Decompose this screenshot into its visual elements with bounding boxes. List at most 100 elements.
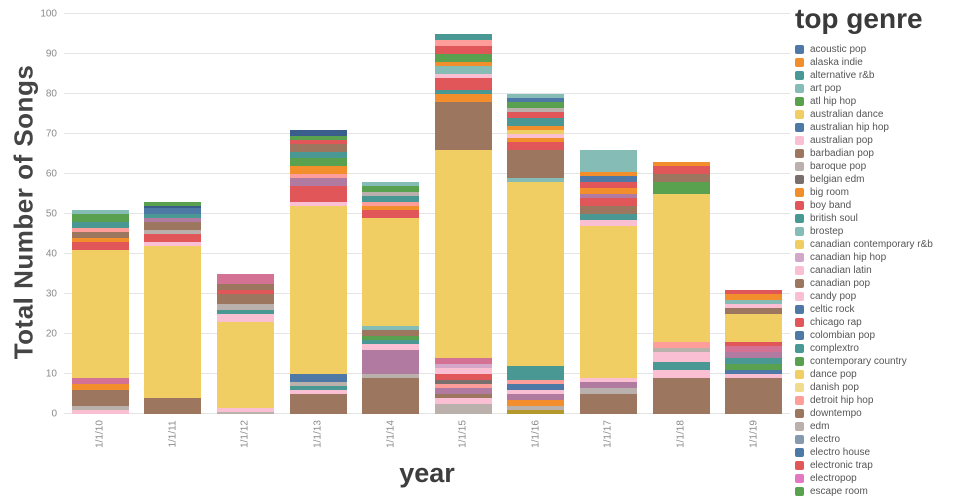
bar-segment [434, 364, 492, 368]
bar-segment [289, 140, 347, 144]
x-tick-label: 1/1/10 [94, 420, 106, 448]
bar [652, 162, 710, 414]
legend-swatch-icon [795, 343, 804, 353]
legend-item: belgian edm [795, 173, 960, 186]
legend-label: acoustic pop [810, 43, 867, 55]
bar-segment [579, 182, 637, 188]
chart-area: Total Number of Songs 0 10 20 30 40 50 60 70 80 9… [9, 9, 790, 488]
bar-segment [362, 196, 420, 202]
bar-segment [144, 202, 202, 206]
bar-segment [434, 388, 492, 394]
plot-area: 0 10 20 30 40 50 60 70 80 90 100 [40, 9, 790, 420]
bar-segment [507, 102, 565, 108]
bar-segment [71, 238, 129, 242]
bar-segment [652, 370, 710, 378]
bar-segment [652, 182, 710, 194]
gridline [64, 373, 790, 374]
bar-segment [216, 294, 274, 304]
bar [579, 150, 637, 414]
bar-segment [362, 202, 420, 206]
legend-label: electropop [810, 472, 857, 484]
bar-segment [144, 218, 202, 222]
bar-segment [216, 322, 274, 408]
legend-label: complextro [810, 342, 859, 354]
legend-item: detroit hip hop [795, 394, 960, 407]
bar-segment [579, 394, 637, 414]
bar [71, 210, 129, 414]
legend-label: celtic rock [810, 303, 855, 315]
x-tick: 1/1/15 [435, 416, 492, 458]
bar-segment [289, 166, 347, 174]
legend-label: alternative r&b [810, 69, 875, 81]
legend-swatch-icon [795, 187, 804, 197]
legend-item: alaska indie [795, 56, 960, 69]
bar [289, 130, 347, 414]
bar-segment [289, 158, 347, 166]
bar-segment [725, 314, 783, 342]
x-tick-label: 1/1/18 [675, 420, 687, 448]
x-tick: 1/1/11 [144, 416, 201, 458]
legend-label: australian hip hop [810, 121, 889, 133]
bar-segment [144, 208, 202, 214]
legend-label: downtempo [810, 407, 862, 419]
legend-swatch-icon [795, 395, 804, 405]
legend-swatch-icon [795, 148, 804, 158]
legend-swatch-icon [795, 239, 804, 249]
y-tick-label: 60 [45, 168, 57, 180]
bar-segment [507, 380, 565, 384]
legend-label: brostep [810, 225, 844, 237]
legend-item: atl hip hop [795, 95, 960, 108]
bar-segment [507, 94, 565, 98]
bar-segment [652, 348, 710, 352]
legend-label: escape room [810, 485, 868, 497]
legend-label: electro house [810, 446, 871, 458]
legend-item: australian pop [795, 134, 960, 147]
legend-label: barbadian pop [810, 147, 874, 159]
legend-item: dance pop [795, 368, 960, 381]
legend-label: art pop [810, 82, 842, 94]
bar-segment [725, 308, 783, 314]
legend-swatch-icon [795, 278, 804, 288]
bar-segment [362, 326, 420, 330]
legend-item: colombian pop [795, 329, 960, 342]
bar-segment [216, 274, 274, 284]
bar-segment [652, 352, 710, 362]
bar-segment [434, 34, 492, 40]
bar [144, 202, 202, 414]
legend-items: acoustic pop alaska indie alternative r&b a… [795, 43, 960, 498]
legend-swatch-icon [795, 200, 804, 210]
legend-label: canadian hip hop [810, 251, 887, 263]
bar-segment [362, 186, 420, 192]
x-tick: 1/1/17 [580, 416, 637, 458]
legend-item: complextro [795, 342, 960, 355]
bar-segment [579, 194, 637, 198]
bar-segment [507, 410, 565, 414]
legend-item: australian hip hop [795, 121, 960, 134]
legend-label: colombian pop [810, 329, 876, 341]
bar-segment [507, 126, 565, 130]
y-tick-label: 40 [45, 248, 57, 260]
legend-swatch-icon [795, 330, 804, 340]
legend-label: canadian contemporary r&b [810, 238, 933, 250]
x-tick-label: 1/1/15 [457, 420, 469, 448]
bar-segment [216, 408, 274, 412]
bar-segment [579, 220, 637, 226]
legend-swatch-icon [795, 291, 804, 301]
bar-segment [434, 74, 492, 78]
bar-segment [434, 94, 492, 102]
bar-segment [71, 378, 129, 384]
bar-segment [71, 242, 129, 250]
bar-segment [362, 350, 420, 374]
legend-item: australian dance [795, 108, 960, 121]
bar-segment [362, 378, 420, 414]
bar-segment [579, 388, 637, 394]
legend-item: electro [795, 433, 960, 446]
legend-item: brostep [795, 225, 960, 238]
bar-segment [507, 112, 565, 118]
legend-label: australian pop [810, 134, 873, 146]
legend-item: british soul [795, 212, 960, 225]
bar-segment [507, 134, 565, 138]
bar-segment [434, 90, 492, 94]
bar-segment [507, 394, 565, 400]
bar [362, 182, 420, 414]
